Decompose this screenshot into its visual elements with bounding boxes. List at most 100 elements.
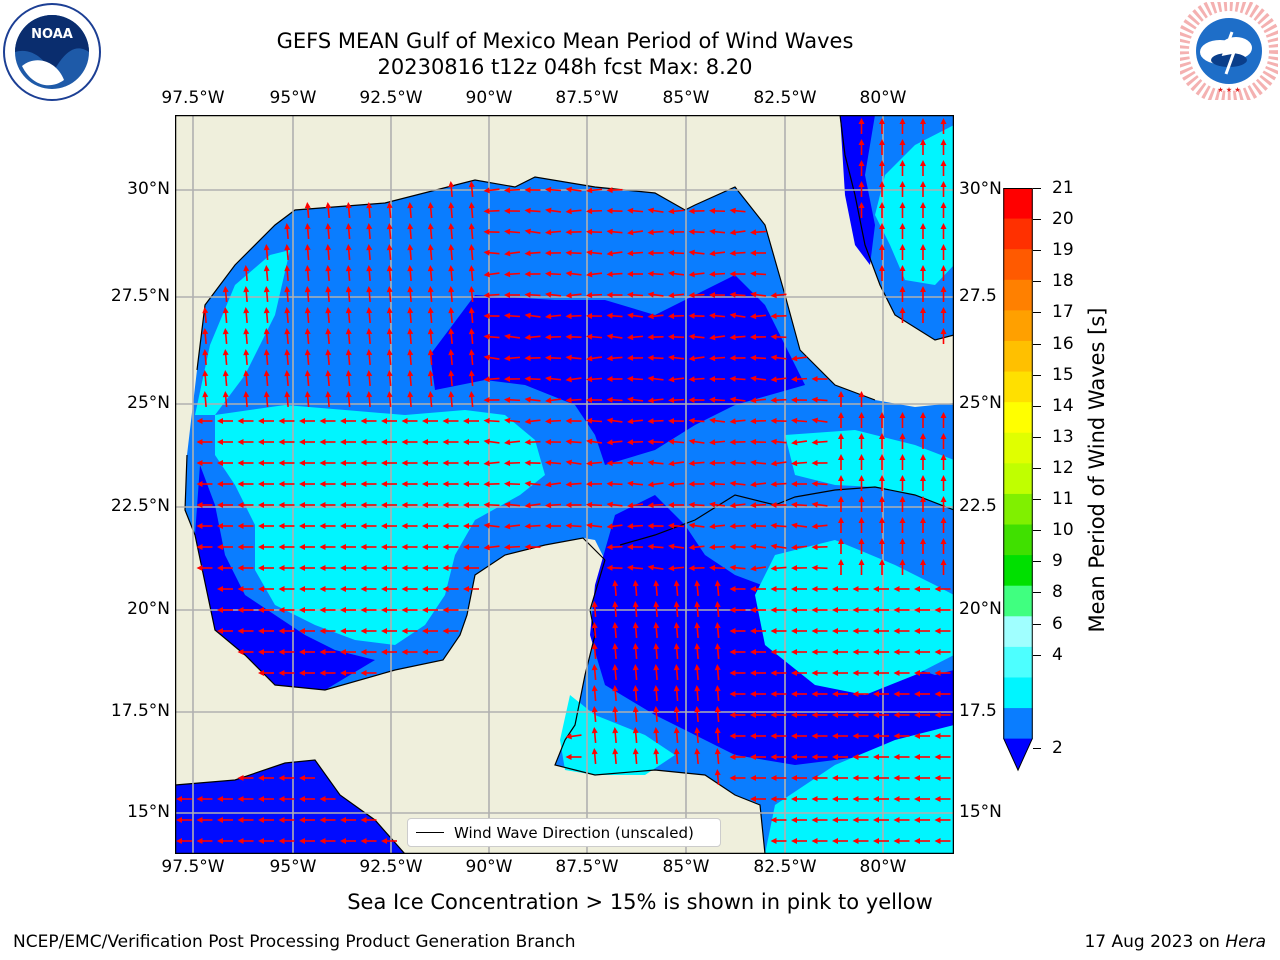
wave-direction-arrow [407, 370, 414, 387]
wave-direction-arrow [468, 391, 475, 408]
wave-direction-arrow [468, 265, 475, 282]
colorbar-tick-label: 19 [1052, 240, 1074, 261]
wave-direction-arrow [606, 523, 623, 530]
wave-direction-arrow [448, 202, 455, 219]
wave-direction-arrow [811, 628, 828, 634]
wave-direction-arrow [217, 628, 233, 634]
wave-direction-arrow [202, 370, 209, 387]
wave-direction-arrow [852, 754, 869, 760]
colorbar-segment [1003, 279, 1033, 311]
wave-direction-arrow [565, 186, 582, 193]
wave-direction-arrow [750, 418, 767, 425]
wave-direction-arrow [791, 775, 807, 781]
wave-direction-arrow [750, 313, 767, 320]
wave-direction-arrow [873, 712, 889, 718]
wave-direction-arrow [673, 685, 680, 702]
colorbar-tick-label: 21 [1052, 178, 1074, 198]
wave-direction-arrow [222, 349, 229, 366]
wave-direction-arrow [729, 312, 746, 319]
wave-direction-arrow [873, 607, 889, 613]
wave-direction-arrow [770, 607, 787, 613]
wave-direction-arrow [319, 607, 336, 613]
colorbar-tick-label: 16 [1052, 333, 1074, 354]
wave-direction-arrow [852, 733, 869, 739]
colorbar-tick-label: 6 [1052, 613, 1063, 634]
wave-direction-arrow [858, 475, 865, 491]
wave-direction-arrow [879, 244, 885, 260]
wave-direction-arrow [591, 727, 598, 744]
colorbar-tick [1033, 343, 1041, 345]
wave-direction-arrow [407, 328, 414, 345]
wave-direction-arrow [627, 418, 644, 425]
wave-direction-arrow [920, 202, 926, 218]
wave-direction-arrow [319, 502, 336, 508]
wave-direction-arrow [934, 775, 951, 781]
wave-direction-arrow [750, 543, 767, 550]
wave-direction-arrow [627, 439, 644, 446]
wave-direction-arrow [504, 207, 521, 214]
wave-direction-arrow [858, 139, 865, 155]
wave-direction-arrow [340, 523, 356, 529]
wave-direction-arrow [750, 586, 766, 592]
noaa-logo: NOAA [2, 2, 102, 106]
wave-direction-arrow [899, 118, 906, 134]
wave-direction-arrow [940, 202, 947, 218]
wave-direction-arrow [258, 481, 274, 487]
colorbar-tick-label: 15 [1052, 364, 1074, 385]
wave-direction-arrow [811, 649, 828, 655]
wave-direction-arrow [791, 565, 808, 572]
wave-direction-arrow [879, 496, 885, 512]
colorbar-tick [1033, 405, 1041, 407]
wave-direction-arrow [729, 270, 746, 277]
wave-direction-arrow [940, 328, 947, 344]
wave-direction-arrow [729, 586, 746, 592]
wave-direction-arrow [196, 544, 213, 550]
wave-direction-arrow [647, 459, 664, 466]
wave-direction-arrow [729, 229, 746, 236]
wave-direction-arrow [258, 796, 274, 802]
wave-direction-arrow [258, 565, 274, 571]
wave-direction-arrow [319, 796, 336, 802]
wave-direction-arrow [407, 244, 414, 261]
wave-direction-arrow [668, 333, 685, 340]
wave-direction-arrow [319, 586, 336, 592]
wave-direction-arrow [448, 391, 455, 408]
wave-direction-arrow [632, 580, 639, 597]
wave-direction-arrow [217, 460, 233, 466]
wave-direction-arrow [483, 312, 500, 319]
wave-direction-arrow [770, 733, 787, 739]
wave-direction-arrow [668, 249, 685, 256]
wave-direction-arrow [278, 481, 295, 487]
wave-direction-arrow [319, 481, 336, 487]
wave-direction-arrow [811, 586, 828, 592]
wave-direction-arrow [653, 727, 660, 744]
wave-direction-arrow [750, 375, 767, 382]
wave-direction-arrow [319, 523, 336, 529]
wave-direction-arrow [222, 307, 229, 324]
wave-direction-arrow [263, 328, 270, 345]
wave-direction-arrow [770, 333, 787, 340]
wave-direction-arrow [893, 796, 910, 802]
wave-direction-arrow [278, 418, 295, 424]
wave-direction-arrow [647, 229, 664, 236]
wave-direction-arrow [263, 391, 270, 408]
wave-direction-arrow [934, 628, 951, 634]
wave-direction-arrow [401, 565, 418, 571]
wave-direction-arrow [879, 160, 885, 176]
wave-direction-arrow [360, 502, 377, 508]
wave-direction-arrow [729, 754, 746, 760]
wave-direction-arrow [653, 622, 660, 639]
wave-direction-arrow [750, 670, 766, 676]
wave-direction-arrow [729, 670, 746, 676]
wave-direction-arrow [360, 607, 377, 613]
wave-direction-arrow [914, 712, 930, 718]
wave-direction-arrow [914, 733, 930, 739]
wave-direction-arrow [668, 543, 685, 550]
colorbar-tick-label: 20 [1052, 209, 1074, 230]
wave-direction-arrow [852, 817, 869, 823]
wave-direction-arrow [483, 208, 500, 215]
wave-direction-arrow [832, 670, 848, 676]
wave-direction-arrow [770, 775, 787, 781]
wave-direction-arrow [688, 417, 705, 424]
wave-direction-arrow [258, 418, 274, 424]
